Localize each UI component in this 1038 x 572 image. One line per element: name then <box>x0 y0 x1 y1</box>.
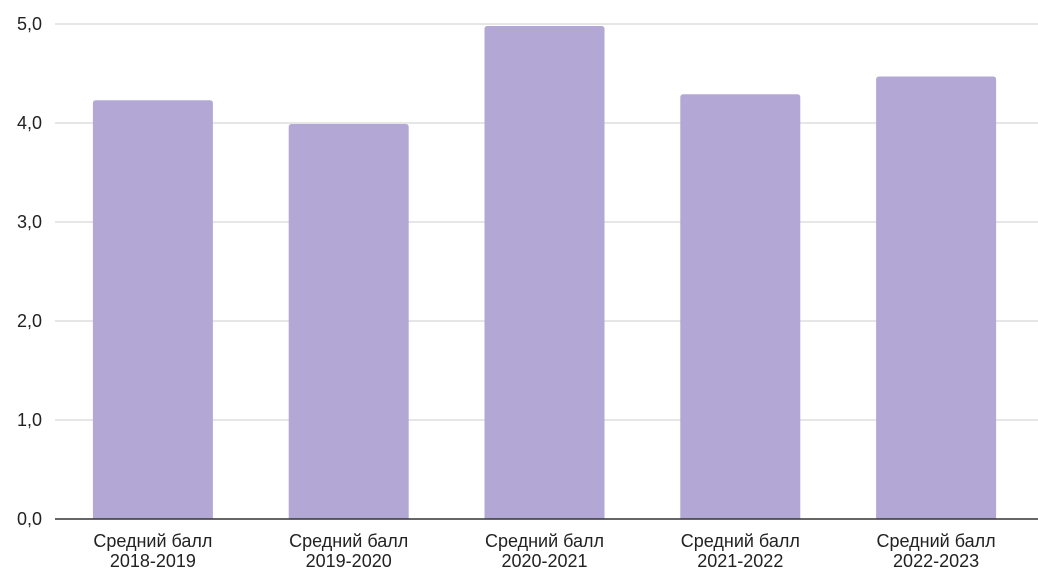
bar <box>92 100 213 519</box>
y-axis: 0,0 1,0 2,0 3,0 4,0 5,0 <box>17 14 42 529</box>
x-tick-label: Средний балл <box>485 531 604 551</box>
y-tick-label: 3,0 <box>17 212 42 232</box>
x-tick-label: 2019-2020 <box>306 551 392 571</box>
bars <box>92 25 997 520</box>
x-tick-label: Средний балл <box>681 531 800 551</box>
y-tick-label: 0,0 <box>17 509 42 529</box>
x-tick-label: 2018-2019 <box>110 551 196 571</box>
bar <box>288 123 409 520</box>
x-tick-label: Средний балл <box>289 531 408 551</box>
x-tick-label: Средний балл <box>93 531 212 551</box>
y-tick-label: 2,0 <box>17 311 42 331</box>
x-tick-label: 2022-2023 <box>893 551 979 571</box>
y-tick-label: 1,0 <box>17 410 42 430</box>
x-tick-label: 2021-2022 <box>697 551 783 571</box>
bar <box>484 25 605 519</box>
bar <box>680 94 801 519</box>
y-tick-label: 5,0 <box>17 14 42 34</box>
x-tick-label: Средний балл <box>877 531 996 551</box>
y-tick-label: 4,0 <box>17 113 42 133</box>
x-tick-label: 2020-2021 <box>501 551 587 571</box>
bar <box>876 76 997 519</box>
